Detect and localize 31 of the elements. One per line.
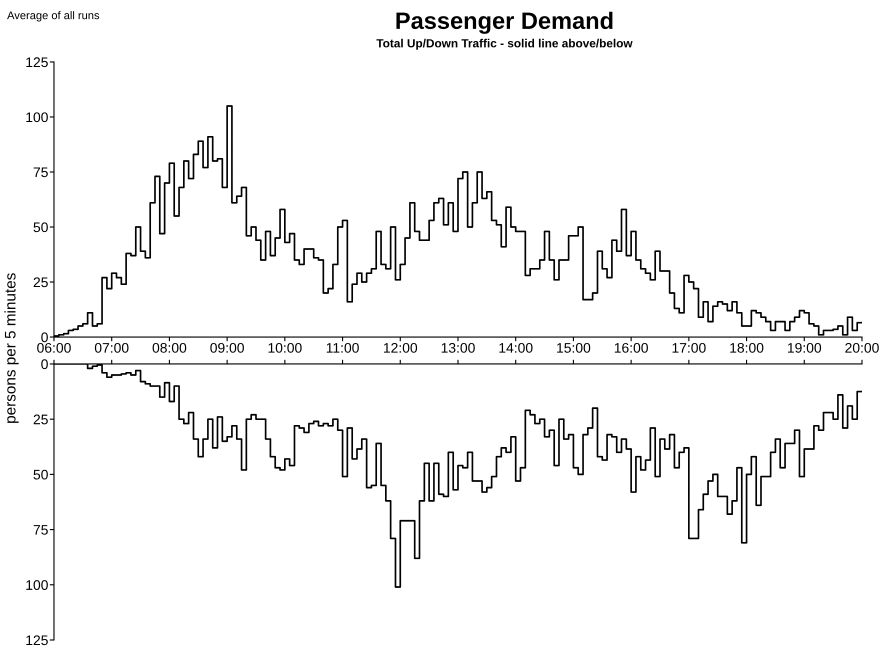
y-tick-label: 75 [34,525,48,535]
y-tick-label: 75 [34,167,48,178]
chart-subtitle: Total Up/Down Traffic - solid line above/below [376,38,633,50]
y-tick-label: 100 [26,112,48,122]
x-tick-label: 10:00 [268,342,302,353]
y-tick-label: 50 [34,222,48,232]
y-axis-title: persons per 5 minutes [4,273,19,423]
y-tick-label: 125 [26,635,48,646]
x-tick-label: 17:00 [672,342,706,353]
y-tick-label: 0 [41,359,48,370]
x-tick-label: 15:00 [557,342,590,353]
y-tick-label: 0 [41,332,48,342]
y-tick-label: 125 [26,57,48,68]
x-tick-label: 08:00 [152,342,186,353]
x-tick-label: 16:00 [614,342,648,353]
text: Average of all runs [7,11,100,22]
x-tick-label: 07:00 [94,342,129,353]
x-tick-label: 20:00 [845,342,879,353]
x-tick-label: 06:00 [37,342,71,353]
y-tick-label: 100 [26,580,48,590]
y-tick-label: 25 [34,277,48,288]
x-tick-label: 09:00 [210,342,244,353]
x-tick-label: 18:00 [730,342,764,353]
chart-title: Passenger Demand [396,12,612,34]
x-tick-label: 13:00 [442,342,475,353]
x-tick-label: 11:00 [326,342,359,353]
y-tick-label: 25 [34,414,48,424]
y-tick-label: 50 [34,470,48,480]
x-tick-label: 19:00 [788,342,822,353]
x-tick-label: 12:00 [384,342,418,353]
x-tick-label: 14:00 [499,342,533,353]
